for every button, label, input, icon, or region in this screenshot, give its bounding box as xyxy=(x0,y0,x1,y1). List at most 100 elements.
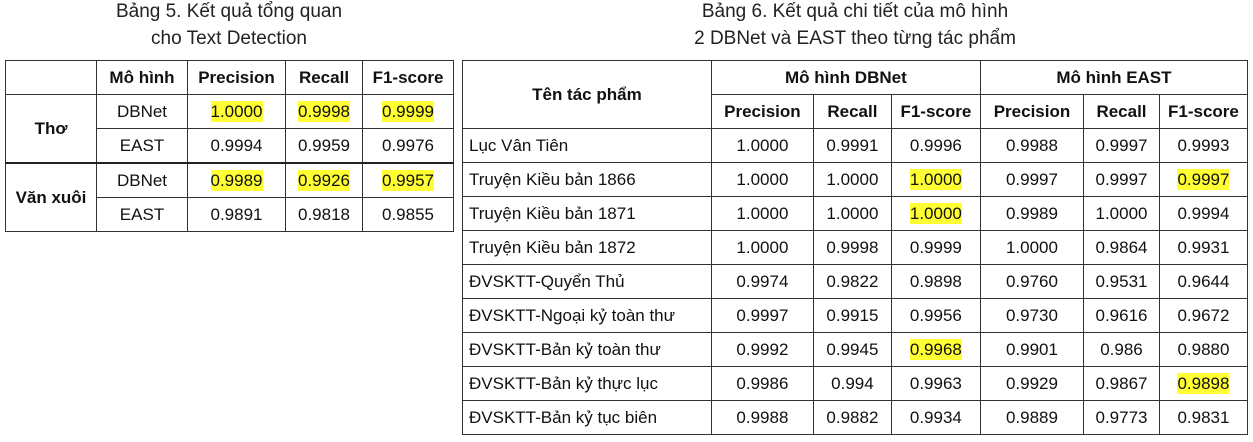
value-cell: 0.9931 xyxy=(1158,230,1249,265)
value: 0.9855 xyxy=(382,204,434,224)
table6-row: Truyện Kiều bản 1872 1.0000 0.9998 0.9999 1.… xyxy=(462,230,1249,265)
value: 1.0000 xyxy=(826,169,879,189)
value-cell: 1.0000 xyxy=(812,162,892,197)
value: 0.9867 xyxy=(1095,373,1148,393)
highlighted-value: 0.9989 xyxy=(210,169,263,191)
value-cell: 0.9997 xyxy=(1158,162,1249,197)
highlighted-value: 0.9926 xyxy=(298,169,350,191)
value-cell: 0.9999 xyxy=(362,94,454,129)
value-cell: 0.9855 xyxy=(362,197,454,232)
value-cell: 0.986 xyxy=(1083,332,1160,367)
value: 0.9997 xyxy=(1095,135,1148,155)
value-cell: 0.9915 xyxy=(812,298,892,333)
table6-row: Truyện Kiều bản 1871 1.0000 1.0000 1.0000 0.… xyxy=(462,196,1249,231)
highlighted-value: 1.0000 xyxy=(909,168,962,190)
table6-row: ĐVSKTT-Bản kỷ tục biên 0.9988 0.9882 0.9934… xyxy=(462,400,1249,435)
value: 0.9996 xyxy=(909,135,962,155)
value-cell: 0.9945 xyxy=(812,332,892,367)
value: 0.9934 xyxy=(909,407,962,427)
value: 0.9991 xyxy=(826,135,879,155)
table6-sub-header-cell: Precision xyxy=(710,94,814,129)
value: 0.9773 xyxy=(1095,407,1148,427)
value-cell: 0.9882 xyxy=(812,400,892,435)
value-cell: 0.9974 xyxy=(710,264,814,299)
value-cell: 1.0000 xyxy=(812,196,892,231)
value: 0.9992 xyxy=(736,339,789,359)
value: 0.9898 xyxy=(909,271,962,291)
value: 0.9822 xyxy=(826,271,879,291)
value-cell: 0.9997 xyxy=(979,162,1085,197)
value: 0.9864 xyxy=(1095,237,1148,257)
table6-row: ĐVSKTT-Bản kỷ thực lục 0.9986 0.994 0.9963 0… xyxy=(462,366,1249,401)
value-cell: 0.9997 xyxy=(1083,162,1160,197)
value-cell: 0.9989 xyxy=(187,162,286,198)
value: 0.9997 xyxy=(1005,169,1058,189)
table6-work-cell: ĐVSKTT-Ngoại kỷ toàn thư xyxy=(462,298,712,333)
table6-row: ĐVSKTT-Bản kỷ toàn thư 0.9992 0.9945 0.9968… xyxy=(462,332,1249,367)
table6-row: Truyện Kiều bản 1866 1.0000 1.0000 1.0000 0.… xyxy=(462,162,1249,197)
value-cell: 0.9889 xyxy=(979,400,1085,435)
value: 0.9993 xyxy=(1177,135,1230,155)
value-cell: 0.9531 xyxy=(1083,264,1160,299)
table6-group-header-row: Tên tác phẩm Mô hình DBNet Mô hình EAST xyxy=(462,60,1249,129)
table5-group-label: Thơ xyxy=(5,94,97,164)
value-cell: 0.9926 xyxy=(285,162,363,198)
table5-row: Văn xuôi DBNet 0.9989 0.9926 0.9957 xyxy=(5,162,454,232)
table6-header-group-east: Mô hình EAST xyxy=(979,60,1249,95)
value: 0.9818 xyxy=(298,204,350,224)
value: 0.9989 xyxy=(1005,203,1058,223)
highlighted-value: 1.0000 xyxy=(210,100,263,122)
value: 0.9891 xyxy=(210,204,263,224)
value-cell: 0.9991 xyxy=(812,128,892,163)
value: 0.9931 xyxy=(1177,237,1230,257)
value-cell: 1.0000 xyxy=(710,230,814,265)
value-cell: 0.9901 xyxy=(979,332,1085,367)
value-cell: 0.9968 xyxy=(890,332,981,367)
table6-sub-header-cell: Recall xyxy=(812,94,892,129)
value-cell: 0.9730 xyxy=(979,298,1085,333)
value: 0.9901 xyxy=(1005,339,1058,359)
value-cell: 0.9992 xyxy=(710,332,814,367)
table6-header-work: Tên tác phẩm xyxy=(462,60,712,129)
table6-work-cell: ĐVSKTT-Bản kỷ toàn thư xyxy=(462,332,712,367)
value-cell: 0.9997 xyxy=(1083,128,1160,163)
table6-work-cell: Truyện Kiều bản 1871 xyxy=(462,196,712,231)
highlighted-value: 0.9998 xyxy=(298,100,350,122)
value: 1.0000 xyxy=(736,135,789,155)
value-cell: 0.9867 xyxy=(1083,366,1160,401)
value: 0.9963 xyxy=(909,373,962,393)
value: 0.9760 xyxy=(1005,271,1058,291)
value: 0.9831 xyxy=(1177,407,1230,427)
table5-caption-line1: Bảng 5. Kết quả tổng quan xyxy=(115,1,343,22)
value-cell: 0.9831 xyxy=(1158,400,1249,435)
table5-row: EAST 0.9994 0.9959 0.9976 xyxy=(6,128,454,164)
value-cell: 0.994 xyxy=(812,366,892,401)
value: 0.9945 xyxy=(826,339,879,359)
value: 1.0000 xyxy=(736,237,789,257)
value-cell: 0.9898 xyxy=(1158,366,1249,401)
value-cell: 1.0000 xyxy=(979,230,1085,265)
table5-caption: Bảng 5. Kết quả tổng quan cho Text Detec… xyxy=(6,0,452,52)
table6-header-group-dbnet: Mô hình DBNet xyxy=(710,60,981,95)
table6-body: Lục Vân Tiên 1.0000 0.9991 0.9996 0.9988 0.99… xyxy=(462,128,1249,435)
value-cell: 0.9929 xyxy=(979,366,1085,401)
value: 0.9994 xyxy=(210,135,263,155)
value: 0.9929 xyxy=(1005,373,1058,393)
highlighted-value: 0.9968 xyxy=(909,338,962,360)
value-cell: 0.9956 xyxy=(890,298,981,333)
value: 0.9998 xyxy=(826,237,879,257)
value-cell: 0.9891 xyxy=(187,197,286,232)
value-cell: 0.9818 xyxy=(285,197,363,232)
value-cell: 0.9672 xyxy=(1158,298,1249,333)
value-cell: 1.0000 xyxy=(890,196,981,231)
value-cell: 0.9989 xyxy=(979,196,1085,231)
value-cell: 0.9988 xyxy=(710,400,814,435)
value: 1.0000 xyxy=(736,203,789,223)
value-cell: 0.9994 xyxy=(1158,196,1249,231)
table5-caption-line2: cho Text Detection xyxy=(151,28,307,49)
value: 0.9956 xyxy=(909,305,962,325)
value: 0.9730 xyxy=(1005,305,1058,325)
value: 0.9959 xyxy=(298,135,350,155)
table5-header-cell: Precision xyxy=(187,60,286,95)
value: 0.9988 xyxy=(1005,135,1058,155)
